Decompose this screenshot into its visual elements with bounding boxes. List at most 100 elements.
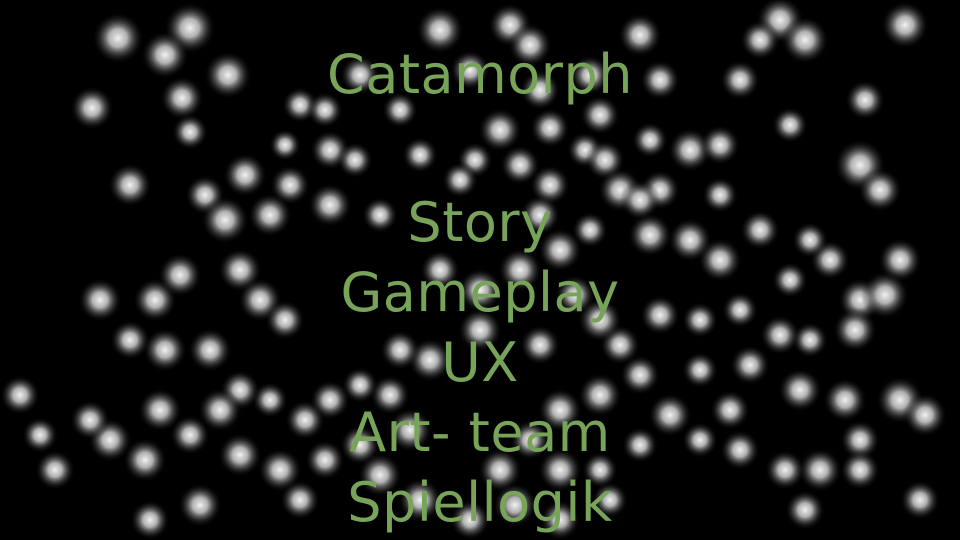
bokeh-orb xyxy=(160,76,204,120)
bokeh-orb xyxy=(170,415,210,455)
bokeh-orb xyxy=(337,142,373,178)
bokeh-orb xyxy=(198,388,242,432)
bokeh-orb xyxy=(620,355,660,395)
bokeh-orb xyxy=(269,129,301,161)
bokeh-orb xyxy=(760,315,800,355)
bokeh-orb xyxy=(270,165,310,205)
bokeh-orb xyxy=(720,430,760,470)
slide-title: Catamorph xyxy=(327,43,633,106)
bokeh-orb xyxy=(380,330,420,370)
bokeh-orb xyxy=(792,322,828,358)
bokeh-orb xyxy=(252,382,288,418)
bokeh-orb xyxy=(578,373,622,417)
bokeh-orb xyxy=(204,51,252,99)
bokeh-orb xyxy=(248,193,292,237)
bokeh-orb xyxy=(722,292,758,328)
bokeh-orb xyxy=(903,393,947,437)
agenda-item-gameplay: Gameplay xyxy=(340,261,620,324)
bokeh-orb xyxy=(592,482,628,518)
bokeh-orb xyxy=(307,92,343,128)
bokeh-orb xyxy=(538,228,582,272)
bokeh-orb xyxy=(70,400,110,440)
bokeh-orb xyxy=(740,20,780,60)
bokeh-orb xyxy=(450,50,490,90)
bokeh-orb xyxy=(308,183,352,227)
bokeh-orb xyxy=(861,271,909,319)
bokeh-orb xyxy=(572,212,608,248)
bokeh-orb xyxy=(141,31,189,79)
bokeh-orb xyxy=(382,92,418,128)
bokeh-orb xyxy=(280,480,320,520)
bokeh-orb xyxy=(520,70,560,110)
bokeh-orb xyxy=(402,137,438,173)
bokeh-orb xyxy=(218,433,262,477)
bokeh-orb xyxy=(340,425,380,465)
bokeh-orb xyxy=(398,478,442,522)
bokeh-orb xyxy=(108,163,152,207)
bokeh-orb xyxy=(500,145,540,185)
bokeh-orb xyxy=(223,153,267,197)
bokeh-orb xyxy=(730,345,770,385)
bokeh-orb xyxy=(508,23,552,67)
bokeh-orb xyxy=(878,238,922,282)
bokeh-orb xyxy=(70,86,114,130)
bokeh-orb xyxy=(458,308,502,352)
bokeh-orb xyxy=(710,390,750,430)
bokeh-orb xyxy=(840,450,880,490)
bokeh-orb xyxy=(450,500,490,540)
bokeh-orb xyxy=(792,222,828,258)
bokeh-orb xyxy=(900,480,940,520)
bokeh-orb xyxy=(265,300,305,340)
bokeh-orb xyxy=(130,500,170,540)
bokeh-orb xyxy=(622,427,658,463)
bokeh-orb xyxy=(478,108,522,152)
bokeh-orb xyxy=(538,448,582,492)
bokeh-orb xyxy=(858,168,902,212)
bokeh-orb xyxy=(798,448,842,492)
bokeh-orb xyxy=(520,325,560,365)
bokeh-orb xyxy=(201,196,249,244)
bokeh-orb xyxy=(833,308,877,352)
bokeh-orb xyxy=(720,60,760,100)
bokeh-orb xyxy=(416,6,464,54)
agenda-item-ux: UX xyxy=(441,331,519,394)
bokeh-orb xyxy=(530,108,570,148)
bokeh-orb xyxy=(628,213,672,257)
bokeh-orb xyxy=(342,367,378,403)
bokeh-orb xyxy=(648,393,692,437)
bokeh-orb xyxy=(781,16,829,64)
bokeh-orb xyxy=(700,125,740,165)
bokeh-orb xyxy=(668,218,712,262)
bokeh-orb xyxy=(578,298,622,342)
bokeh-orb xyxy=(570,55,610,95)
bokeh-orb xyxy=(442,162,478,198)
bokeh-orb xyxy=(370,375,410,415)
bokeh-orb xyxy=(540,500,580,540)
bokeh-orb xyxy=(478,448,522,492)
bokeh-orb xyxy=(772,107,808,143)
bokeh-orb xyxy=(620,180,660,220)
bokeh-orb xyxy=(123,438,167,482)
bokeh-orb xyxy=(582,452,618,488)
bokeh-orb xyxy=(110,320,150,360)
agenda-item-spiellogik: Spiellogik xyxy=(347,471,613,534)
bokeh-orb xyxy=(702,177,738,213)
bokeh-orb xyxy=(158,253,202,297)
bokeh-orb xyxy=(682,422,718,458)
bokeh-orb xyxy=(493,483,537,527)
bokeh-orb xyxy=(92,12,144,64)
bokeh-orb xyxy=(765,450,805,490)
bokeh-orb xyxy=(172,114,208,150)
bokeh-orb xyxy=(823,378,867,422)
bokeh-orb xyxy=(682,352,718,388)
bokeh-orb xyxy=(520,195,560,235)
bokeh-orb xyxy=(0,375,40,415)
bokeh-orb xyxy=(682,302,718,338)
bokeh-orb xyxy=(538,388,582,432)
bokeh-orb xyxy=(580,95,620,135)
bokeh-orb xyxy=(840,420,880,460)
bokeh-orb xyxy=(340,55,380,95)
bokeh-orb xyxy=(510,420,550,460)
